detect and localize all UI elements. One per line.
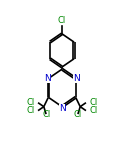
- Text: N: N: [44, 74, 50, 83]
- Text: N: N: [59, 104, 65, 113]
- Text: Cl: Cl: [26, 106, 34, 115]
- Text: Cl: Cl: [26, 98, 34, 107]
- Text: Cl: Cl: [73, 110, 81, 119]
- Text: Cl: Cl: [58, 16, 66, 25]
- Text: N: N: [74, 74, 80, 83]
- Text: Cl: Cl: [90, 98, 98, 107]
- Text: Cl: Cl: [90, 106, 98, 115]
- Text: Cl: Cl: [43, 110, 51, 119]
